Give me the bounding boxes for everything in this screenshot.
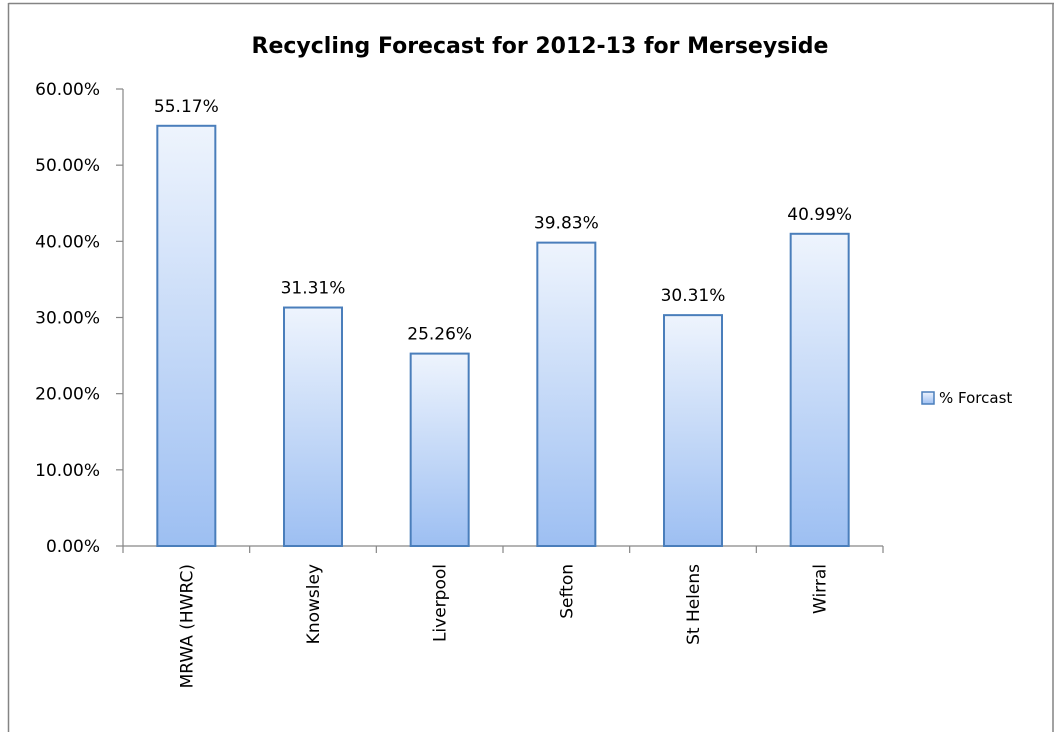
y-tick-label: 30.00% (35, 309, 100, 329)
y-tick-label: 10.00% (35, 461, 100, 481)
y-tick-label: 50.00% (35, 156, 100, 176)
data-label: 31.31% (281, 279, 346, 299)
legend-label: % Forcast (939, 389, 1012, 407)
bar (663, 314, 723, 547)
x-axis: MRWA (HWRC) Knowsley Liverpool Sefton St Hel… (122, 545, 884, 688)
data-label: 39.83% (534, 214, 599, 234)
bar (789, 232, 850, 547)
bar (156, 124, 217, 547)
data-labels: 55.17% 31.31% 25.26% 39.83% 30.31% 40.99% (154, 97, 852, 345)
x-tick-label: Knowsley (304, 564, 324, 644)
data-label: 25.26% (407, 325, 472, 345)
data-label: 40.99% (787, 205, 852, 225)
x-tick-label: MRWA (HWRC) (177, 564, 197, 688)
legend-swatch (921, 391, 935, 405)
y-tick-label: 20.00% (35, 385, 100, 405)
data-label: 55.17% (154, 97, 219, 117)
data-label: 30.31% (661, 286, 726, 306)
x-tick-label: St Helens (684, 564, 704, 645)
bar (283, 306, 343, 547)
x-tick-label: Sefton (557, 564, 577, 619)
y-axis: 0.00% 10.00% 20.00% 30.00% 40.00% 50.00% 60.00… (35, 80, 124, 557)
bar (536, 241, 597, 547)
y-tick-label: 40.00% (35, 232, 100, 252)
legend: % Forcast (921, 389, 1012, 407)
x-tick-label: Liverpool (431, 564, 451, 642)
x-tick-label: Wirral (811, 564, 831, 614)
chart-title: Recycling Forecast for 2012-13 for Merse… (252, 34, 829, 59)
y-tick-label: 0.00% (46, 537, 100, 557)
bar (409, 352, 470, 547)
bars (156, 124, 850, 547)
y-tick-label: 60.00% (35, 80, 100, 100)
